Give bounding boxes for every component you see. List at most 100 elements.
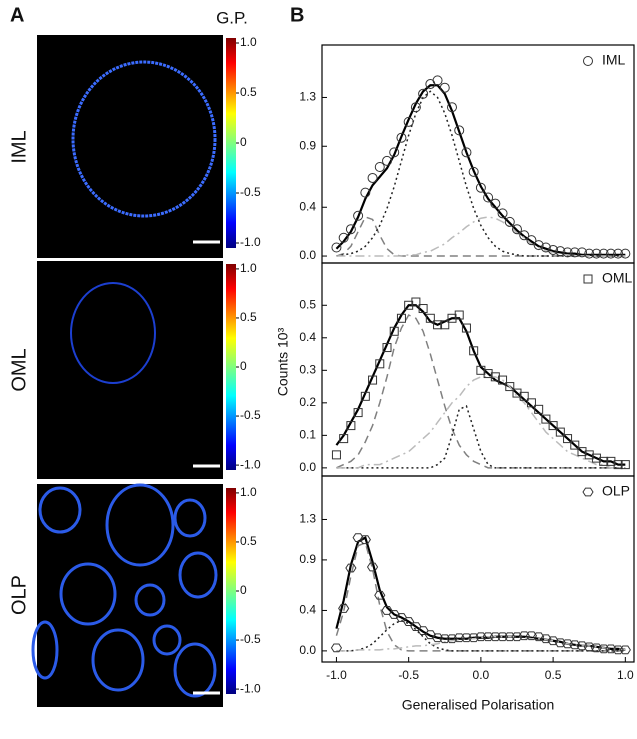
data-point [563, 434, 573, 444]
y-tick-label: 0.3 [299, 362, 316, 376]
data-point [620, 248, 631, 259]
data-point [461, 147, 472, 158]
data-point [396, 313, 406, 323]
data-point [512, 388, 522, 398]
data-point [440, 320, 450, 330]
legend-marker [582, 487, 594, 497]
data-point [345, 224, 356, 235]
data-point [613, 248, 624, 259]
data-point [346, 421, 356, 431]
data-point [353, 210, 364, 221]
data-point [366, 562, 379, 572]
data-point [555, 246, 566, 257]
data-point [483, 192, 494, 203]
fit-line [335, 541, 626, 652]
data-point [389, 326, 399, 336]
data-point [460, 633, 473, 643]
data-point [489, 632, 501, 642]
data-point [382, 155, 392, 166]
data-point [367, 172, 378, 183]
data-point [431, 633, 444, 643]
data-point [591, 248, 602, 259]
data-point [577, 247, 587, 258]
data-point [591, 453, 601, 463]
data-point [382, 343, 392, 353]
y-axis-label: Counts 10³ [275, 327, 291, 396]
colorbar-tick-label: 0.5 [240, 534, 257, 548]
data-point [447, 102, 457, 113]
data-point [439, 634, 451, 644]
fit-line [336, 635, 626, 652]
data-point [526, 398, 536, 408]
data-point [577, 447, 587, 457]
data-point [360, 391, 370, 401]
data-point [620, 460, 630, 470]
colorbar-tick-label: -1.0 [240, 681, 261, 695]
membrane [71, 60, 217, 218]
data-point [598, 644, 610, 654]
fit-line [336, 314, 626, 469]
data-point [562, 247, 573, 258]
data-point [454, 125, 465, 136]
data-point [338, 604, 350, 613]
image-iml [37, 35, 223, 258]
scale-bars [193, 240, 220, 695]
data-point [612, 645, 624, 655]
data-point [584, 248, 595, 259]
data-point [475, 182, 486, 193]
data-point [533, 240, 544, 251]
colorbar-tick-label: -0.5 [240, 632, 261, 646]
data-point [433, 320, 443, 330]
row-label: OML [8, 348, 30, 391]
data-point [554, 638, 566, 648]
data-point [497, 208, 508, 219]
data-point [518, 631, 530, 641]
y-tick-label: 0.5 [299, 297, 316, 311]
data-point [352, 533, 364, 543]
colorbar-tick-label: 1.0 [240, 35, 257, 49]
data-point [418, 304, 428, 314]
y-tick-label: 0.0 [299, 248, 316, 262]
row-label: IML [8, 130, 30, 163]
data-point [411, 297, 421, 307]
data-point [490, 372, 500, 382]
data-point [590, 643, 603, 653]
data-point [338, 232, 349, 243]
membranes [31, 483, 218, 698]
data-point [526, 235, 537, 246]
y-tick-label: 0.2 [299, 395, 316, 409]
data-point [570, 440, 580, 450]
data-point [418, 88, 429, 99]
data-point [576, 641, 588, 651]
data-point [548, 421, 558, 431]
y-tick-label: 0.4 [299, 330, 316, 344]
x-tick-label: 0.0 [473, 668, 490, 682]
data-point [345, 563, 357, 573]
data-point [534, 404, 544, 414]
data-point [359, 535, 371, 545]
data-point [548, 244, 559, 255]
data-point [605, 248, 616, 259]
data-point [404, 300, 414, 310]
y-tick-label: 0.0 [299, 460, 316, 474]
data-point [540, 634, 552, 644]
data-point [504, 216, 515, 227]
fit-line [336, 405, 626, 469]
data-point [410, 102, 421, 113]
colorbar-tick-label: 1.0 [240, 485, 257, 499]
legend-marker [583, 274, 593, 284]
fit-line [336, 619, 626, 652]
y-tick-label: 1.3 [299, 90, 316, 104]
colorbar-tick-label: 1.0 [240, 261, 257, 275]
data-point [396, 132, 407, 143]
data-point [339, 434, 349, 444]
x-axis-label: Generalised Polarisation [402, 697, 555, 713]
data-point [374, 590, 386, 600]
data-point [425, 313, 435, 323]
data-point [496, 632, 509, 642]
data-point [331, 242, 342, 253]
data-point [498, 375, 508, 385]
fit-line [335, 84, 626, 256]
data-point [598, 248, 609, 259]
